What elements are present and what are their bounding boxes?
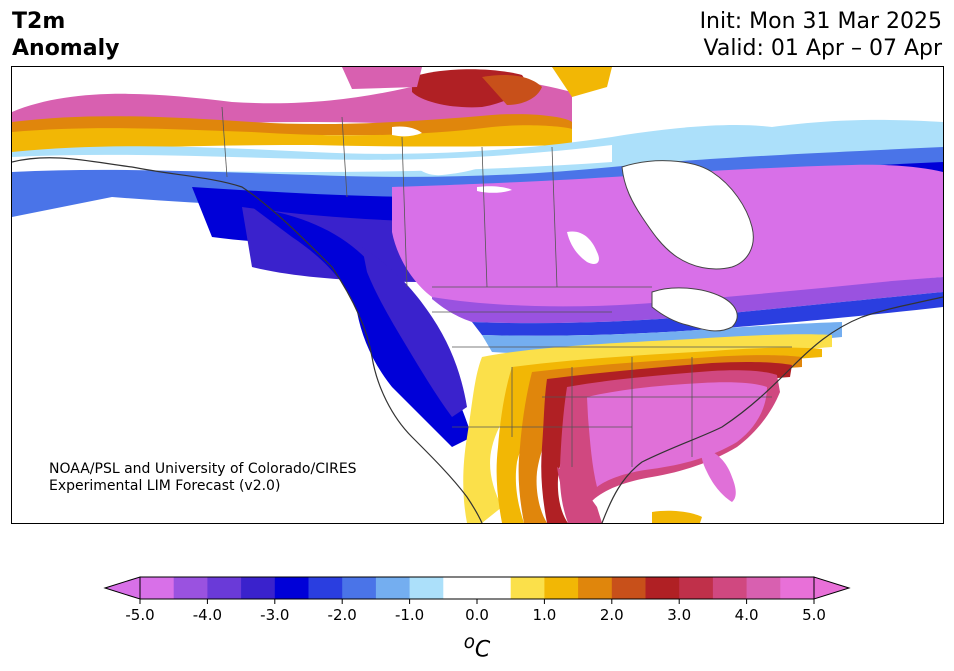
colorbar-segments — [140, 577, 815, 599]
colorbar-segment — [308, 577, 343, 599]
colorbar-tick-label: -1.0 — [395, 606, 424, 624]
colorbar-tick-label: -5.0 — [125, 606, 154, 624]
credit-note: NOAA/PSL and University of Colorado/CIRE… — [49, 461, 357, 495]
map-title: T2m Anomaly — [12, 8, 119, 62]
east-blue-edge — [472, 292, 943, 336]
init-date: Init: Mon 31 Mar 2025 — [699, 9, 942, 34]
forecast-dates: Init: Mon 31 Mar 2025 Valid: 01 Apr – 07… — [700, 8, 942, 62]
colorbar-segment — [746, 577, 781, 599]
arctic-yellow-band — [12, 125, 572, 155]
great-lakes — [651, 287, 738, 332]
colorbar-segment — [443, 577, 478, 599]
hudson-bay — [621, 160, 754, 270]
title-line-1: T2m — [12, 9, 66, 34]
west-coast-cold — [252, 207, 472, 447]
colorbar-segment — [645, 577, 680, 599]
colorbar-segment — [140, 577, 175, 599]
colorbar-segment — [342, 577, 377, 599]
lake-winnipeg — [567, 231, 599, 264]
title-line-2: Anomaly — [12, 36, 120, 61]
colorbar-tick-label: -2.0 — [328, 606, 357, 624]
arctic-island-orange — [482, 75, 542, 105]
great-slave-lake — [417, 160, 492, 176]
colorbar-tick-label: -3.0 — [260, 606, 289, 624]
west-indigo-core — [362, 247, 467, 417]
colorbar-unit: oC — [0, 632, 954, 662]
colorbar-under-arrow — [103, 576, 141, 600]
colorbar-segment — [173, 577, 208, 599]
credit-line-1: NOAA/PSL and University of Colorado/CIRE… — [49, 461, 357, 477]
colorbar-tick-label: 2.0 — [600, 606, 624, 624]
colorbar-segment — [477, 577, 512, 599]
colorbar-segment — [578, 577, 613, 599]
colorbar-tick-label: 1.0 — [532, 606, 556, 624]
colorbar-over-arrow — [813, 576, 851, 600]
colorbar-tick-label: 5.0 — [802, 606, 826, 624]
colorbar-ticks: -5.0 -4.0 -3.0 -2.0 -1.0 0.0 1.0 2.0 3.0 4.0 5.0 — [125, 599, 826, 624]
political-borders — [221, 106, 792, 467]
unit-base: C — [474, 637, 491, 663]
unit-superscript: o — [463, 632, 475, 653]
colorbar-tick-label: -4.0 — [193, 606, 222, 624]
colorbar-tick-label: 4.0 — [735, 606, 759, 624]
anomaly-map — [11, 66, 944, 524]
credit-line-2: Experimental LIM Forecast (v2.0) — [49, 478, 281, 494]
cuba-warm — [652, 510, 702, 523]
colorbar-segment — [712, 577, 748, 599]
colorbar-segment — [409, 577, 444, 599]
valid-period: Valid: 01 Apr – 07 Apr — [703, 36, 943, 61]
florida-warm — [701, 447, 736, 502]
colorbar-tick-label: 0.0 — [465, 606, 489, 624]
colorbar-segment — [510, 577, 545, 599]
mexico-warm — [557, 467, 602, 523]
arctic-orange-band — [12, 114, 572, 147]
arctic-pink-west — [342, 67, 422, 89]
coastline — [12, 157, 943, 523]
colorbar-segment — [241, 577, 276, 599]
colorbar-segment — [679, 577, 714, 599]
colorbar-segment — [780, 577, 815, 599]
colorbar-segment — [274, 577, 309, 599]
great-bear-lake — [392, 126, 422, 137]
lake-athabasca — [477, 186, 512, 193]
greenland-warm-edge — [552, 67, 612, 97]
map-svg — [12, 67, 943, 523]
colorbar-segment — [375, 577, 411, 599]
colorbar-segment — [207, 577, 242, 599]
colorbar-segment — [544, 577, 579, 599]
colorbar: -5.0 -4.0 -3.0 -2.0 -1.0 0.0 1.0 2.0 3.0 4.0 5.0 — [103, 576, 851, 624]
colorbar-tick-label: 3.0 — [667, 606, 691, 624]
colorbar-segment — [611, 577, 646, 599]
